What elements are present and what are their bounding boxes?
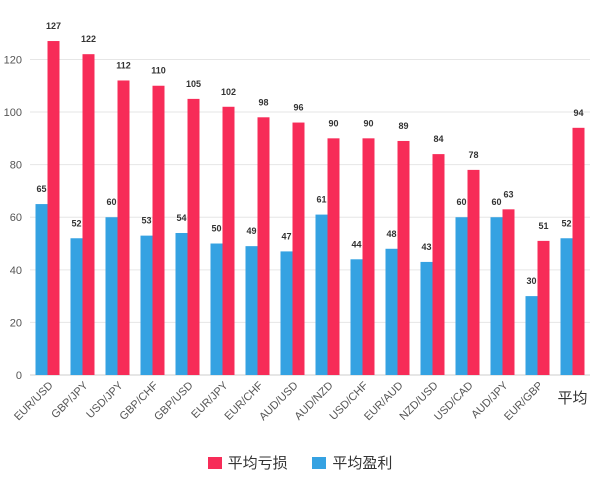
legend-label-loss: 平均亏损 [227, 454, 288, 472]
bar-loss[interactable] [572, 127, 585, 375]
data-label-profit: 50 [211, 224, 221, 234]
bar-profit[interactable] [105, 217, 118, 375]
legend-item-loss[interactable]: 平均亏损 [207, 452, 288, 473]
y-tick-label: 20 [10, 317, 22, 329]
legend-item-profit[interactable]: 平均盈利 [312, 452, 392, 473]
data-label-loss: 78 [468, 150, 478, 160]
bar-profit[interactable] [350, 259, 363, 375]
data-label-profit: 48 [386, 229, 396, 239]
data-label-loss: 89 [398, 121, 408, 131]
bar-profit[interactable] [245, 246, 258, 375]
bar-profit[interactable] [35, 204, 48, 375]
data-label-loss: 110 [151, 66, 166, 76]
bar-chart: 0 20 40 60 80 100 120 65 127 52 122 60 112 53 110 54 10… [4, 21, 590, 423]
data-label-profit: 30 [526, 276, 536, 286]
data-label-profit: 65 [36, 184, 46, 194]
data-label-profit: 52 [561, 218, 571, 228]
bar-profit[interactable] [210, 243, 223, 375]
bar-loss[interactable] [187, 98, 200, 375]
data-label-profit: 60 [491, 197, 501, 207]
y-tick-label: 100 [4, 107, 22, 119]
data-label-profit: 60 [106, 197, 116, 207]
x-category-label: GBP/JPY [49, 379, 91, 421]
data-labels: 65 127 52 122 60 112 53 110 54 105 50 102 49 98 47 96 61… [36, 21, 583, 286]
bar-profit[interactable] [70, 238, 83, 375]
bar-profit[interactable] [560, 238, 573, 375]
data-label-profit: 60 [456, 197, 466, 207]
y-tick-label: 60 [10, 212, 22, 224]
bar-loss[interactable] [47, 41, 60, 375]
x-category-label: EUR/USD [12, 380, 56, 424]
data-label-profit: 43 [421, 242, 431, 252]
data-label-profit: 44 [351, 239, 361, 249]
data-label-loss: 90 [363, 118, 373, 128]
data-label-loss: 112 [116, 60, 131, 70]
legend-swatch-profit [312, 456, 327, 469]
bar-loss[interactable] [222, 106, 235, 376]
x-category-label: USD/CAD [432, 380, 476, 424]
bar-profit[interactable] [525, 296, 538, 375]
data-label-loss: 94 [573, 108, 583, 118]
data-label-loss: 96 [293, 103, 303, 113]
data-label-loss: 90 [328, 118, 338, 128]
data-label-loss: 102 [221, 87, 236, 97]
legend-label-profit: 平均盈利 [332, 454, 393, 472]
legend: 平均亏损 平均盈利 [0, 452, 600, 473]
y-tick-label: 120 [4, 54, 22, 66]
data-label-loss: 127 [46, 21, 61, 31]
bar-loss[interactable] [362, 138, 375, 375]
bar-profit[interactable] [455, 217, 468, 375]
x-category-label: GBP/USD [152, 380, 196, 424]
data-label-profit: 61 [316, 195, 326, 205]
data-label-profit: 54 [176, 213, 186, 223]
y-axis-ticks: 0 20 40 60 80 100 120 [4, 54, 22, 382]
data-label-profit: 52 [71, 218, 81, 228]
bar-loss[interactable] [292, 122, 305, 375]
data-label-loss: 122 [81, 34, 96, 44]
data-label-loss: 84 [433, 134, 443, 144]
bars [35, 41, 585, 376]
data-label-loss: 105 [186, 79, 201, 89]
bar-profit[interactable] [490, 217, 503, 375]
bar-loss[interactable] [502, 209, 515, 375]
data-label-loss: 51 [538, 221, 548, 231]
bar-loss[interactable] [117, 80, 130, 376]
data-label-profit: 47 [281, 231, 291, 241]
bar-loss[interactable] [432, 154, 445, 375]
bar-loss[interactable] [257, 117, 270, 375]
y-tick-label: 80 [10, 160, 22, 172]
y-tick-label: 0 [16, 370, 22, 382]
bar-loss[interactable] [397, 140, 410, 375]
bar-profit[interactable] [140, 235, 153, 375]
x-axis-labels: EUR/USDGBP/JPYUSD/JPYGBP/CHFGBP/USDEUR/J… [12, 379, 587, 423]
bar-profit[interactable] [420, 261, 433, 375]
data-label-loss: 98 [258, 97, 268, 107]
bar-profit[interactable] [385, 248, 398, 375]
bar-loss[interactable] [467, 169, 480, 375]
bar-loss[interactable] [82, 54, 95, 376]
bar-profit[interactable] [280, 251, 293, 375]
data-label-loss: 63 [503, 189, 513, 199]
bar-profit[interactable] [315, 214, 328, 375]
bar-loss[interactable] [152, 85, 165, 376]
data-label-profit: 53 [141, 216, 151, 226]
legend-swatch-loss [207, 456, 222, 469]
bar-loss[interactable] [327, 138, 340, 375]
x-category-label: 平均 [557, 389, 587, 407]
bar-loss[interactable] [537, 240, 550, 375]
data-label-profit: 49 [246, 226, 256, 236]
bar-profit[interactable] [175, 233, 188, 375]
y-tick-label: 40 [10, 265, 22, 277]
